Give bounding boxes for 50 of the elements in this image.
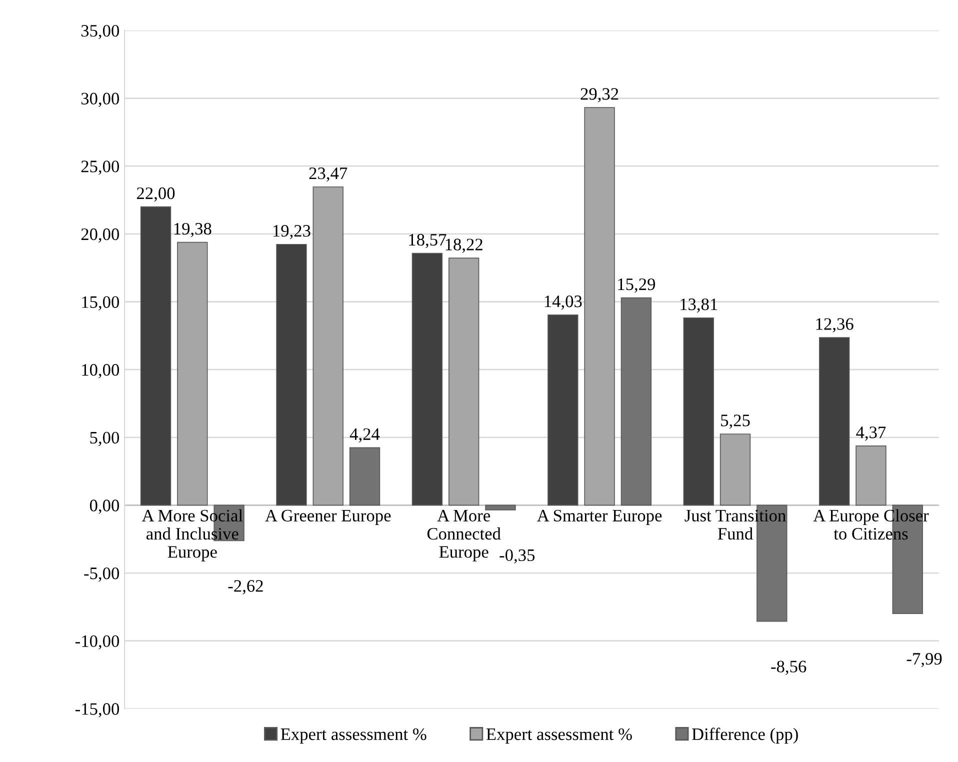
y-tick-label: 15,00 — [82, 296, 120, 310]
bar — [349, 447, 380, 506]
y-tick-label: 5,00 — [90, 432, 120, 446]
y-tick-label: 20,00 — [81, 228, 120, 243]
data-label: 23,47 — [309, 168, 348, 182]
data-label: -2,62 — [228, 580, 263, 594]
legend-label: Difference (pp) — [692, 728, 798, 744]
y-tick-label: 10,00 — [82, 364, 120, 378]
y-tick-label: 35,00 — [81, 24, 120, 40]
data-label: 15,29 — [618, 278, 656, 293]
bar — [683, 317, 714, 506]
data-label: 19,38 — [174, 222, 212, 238]
data-label: 18,57 — [409, 234, 446, 248]
data-label: 19,23 — [273, 225, 310, 240]
data-label: 4,37 — [856, 426, 886, 441]
data-label: 29,32 — [580, 88, 618, 102]
y-tick-label: -10,00 — [75, 635, 120, 650]
bar — [485, 504, 516, 510]
bar — [448, 258, 480, 506]
x-tick-label: A More Connected Europe — [427, 510, 501, 562]
bar — [584, 107, 615, 506]
bar — [140, 206, 172, 506]
bar — [720, 434, 751, 506]
data-label: 18,22 — [446, 238, 482, 253]
y-tick-label: 0,00 — [90, 500, 120, 514]
bar — [276, 244, 307, 506]
data-label: 12,36 — [816, 318, 854, 332]
legend-label: Expert assessment % — [280, 728, 426, 744]
legend-label: Expert assessment % — [486, 728, 632, 744]
y-tick-label: 30,00 — [81, 92, 120, 107]
y-tick-label: -5,00 — [84, 568, 120, 582]
data-label: -0,35 — [500, 549, 535, 564]
data-label: 22,00 — [136, 187, 175, 202]
data-label: 5,25 — [721, 414, 750, 429]
bar — [177, 242, 208, 506]
data-label: 14,03 — [544, 296, 582, 310]
bar — [818, 337, 850, 506]
bar — [548, 314, 578, 506]
x-tick-label: A Greener Europe — [265, 510, 391, 526]
bar — [856, 446, 886, 506]
data-label: -8,56 — [771, 660, 806, 675]
y-tick-label: 25,00 — [81, 160, 120, 175]
y-tick-label: -15,00 — [75, 703, 120, 718]
data-label: -7,99 — [906, 653, 942, 668]
x-tick-label: A Smarter Europe — [537, 510, 662, 526]
bar — [412, 252, 443, 506]
data-label: 4,24 — [350, 428, 380, 442]
bar — [312, 186, 344, 506]
bar — [620, 297, 652, 506]
data-label: 13,81 — [680, 298, 718, 313]
